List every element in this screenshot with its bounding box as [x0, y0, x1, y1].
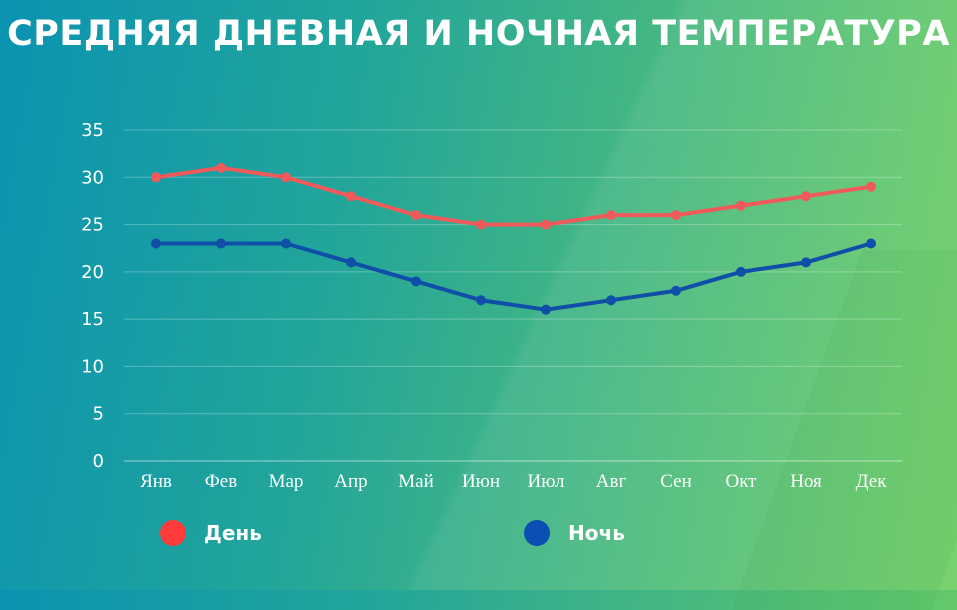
- data-point-day: [866, 181, 876, 192]
- data-point-day: [411, 210, 421, 221]
- y-tick-label: 10: [81, 356, 104, 377]
- data-point-day: [281, 172, 291, 183]
- data-point-day: [736, 200, 746, 211]
- chart-title: СРЕДНЯЯ ДНЕВНАЯ И НОЧНАЯ ТЕМПЕРАТУРА: [7, 14, 950, 54]
- series-layer: [151, 162, 876, 315]
- y-tick-label: 15: [81, 309, 104, 330]
- x-tick-label: Ноя: [790, 471, 822, 492]
- data-point-night: [151, 238, 161, 249]
- data-point-night: [606, 295, 616, 306]
- legend-item-day: День: [160, 520, 262, 546]
- legend-item-night: Ночь: [524, 520, 625, 546]
- data-point-night: [281, 238, 291, 249]
- line-chart: 0 5 10 15 20 25 30 35 Янв Фев Мар Апр Май Июн Июл Авг С…: [81, 120, 902, 492]
- data-point-night: [346, 257, 356, 268]
- x-tick-label: Авг: [596, 471, 627, 492]
- y-tick-label: 35: [81, 120, 104, 141]
- y-tick-label: 30: [81, 167, 104, 188]
- data-point-day: [216, 162, 226, 173]
- y-tick-label: 25: [81, 215, 104, 236]
- legend-marker-day: [160, 520, 186, 546]
- legend-label-day: День: [204, 521, 262, 545]
- data-point-day: [801, 191, 811, 202]
- data-point-night: [411, 276, 421, 287]
- x-tick-label: Мар: [269, 471, 304, 492]
- data-point-night: [476, 295, 486, 306]
- x-tick-label: Сен: [660, 471, 692, 492]
- x-tick-label: Май: [398, 471, 434, 492]
- y-axis-ticks: 0 5 10 15 20 25 30 35: [81, 120, 104, 472]
- grid-lines: [124, 129, 902, 462]
- data-point-night: [866, 238, 876, 249]
- series-line-night: [154, 241, 873, 312]
- x-tick-label: Июн: [462, 471, 500, 492]
- y-tick-label: 5: [93, 404, 104, 425]
- legend-label-night: Ночь: [568, 521, 625, 545]
- data-point-night: [736, 266, 746, 277]
- legend-marker-night: [524, 520, 550, 546]
- x-tick-label: Фев: [205, 471, 237, 492]
- series-line-day: [154, 165, 873, 227]
- data-point-day: [671, 210, 681, 221]
- x-tick-label: Апр: [334, 471, 367, 492]
- x-tick-label: Июл: [528, 471, 565, 492]
- data-point-day: [541, 219, 551, 230]
- y-tick-label: 20: [81, 262, 104, 283]
- data-point-day: [606, 210, 616, 221]
- data-point-night: [671, 285, 681, 296]
- data-point-night: [216, 238, 226, 249]
- y-tick-label: 0: [93, 451, 104, 472]
- x-tick-label: Окт: [725, 471, 757, 492]
- data-point-night: [801, 257, 811, 268]
- x-tick-label: Дек: [856, 471, 888, 492]
- x-tick-label: Янв: [140, 471, 172, 492]
- data-point-day: [476, 219, 486, 230]
- data-point-day: [346, 191, 356, 202]
- data-point-night: [541, 304, 551, 315]
- data-point-day: [151, 172, 161, 183]
- x-axis-ticks: Янв Фев Мар Апр Май Июн Июл Авг Сен Окт Ноя Дек: [140, 471, 887, 492]
